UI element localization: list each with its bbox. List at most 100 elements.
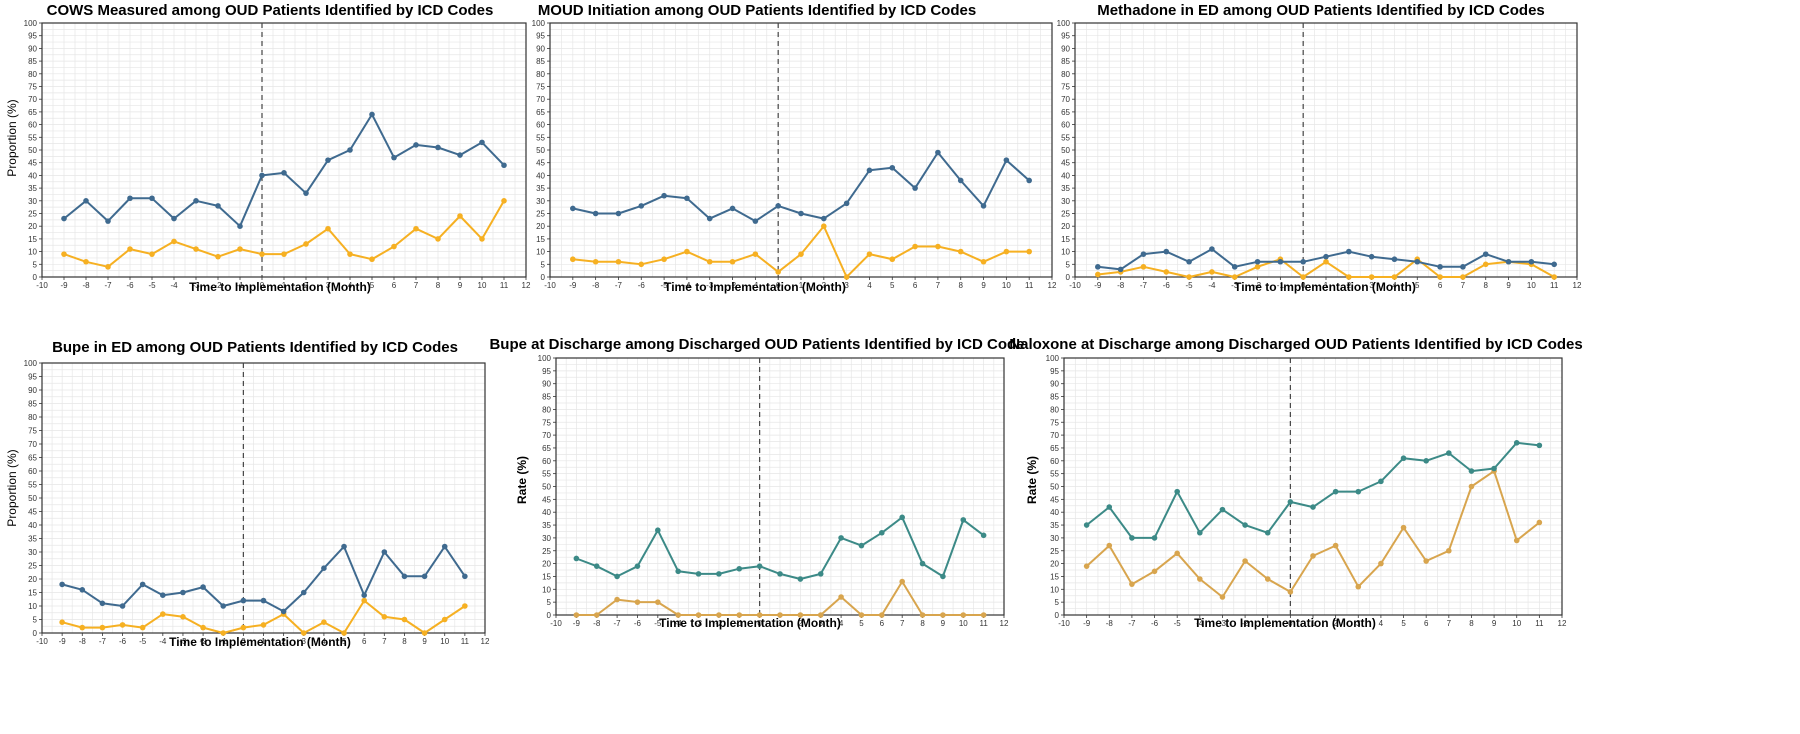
data-point-1 — [1310, 553, 1316, 559]
x-tick-label: -1 — [236, 281, 244, 290]
data-point-1 — [149, 251, 155, 257]
data-point-0 — [1186, 258, 1192, 265]
y-tick-label: 80 — [536, 70, 545, 79]
data-point-0 — [1491, 465, 1497, 472]
data-point-0 — [919, 560, 926, 567]
data-point-1 — [303, 241, 309, 247]
data-point-0 — [1346, 248, 1352, 255]
data-point-0 — [1551, 261, 1557, 268]
y-tick-label: 35 — [542, 521, 551, 530]
chart-panel-moud: 0 5 10 15 20 25 30 35 40 45 50 55 60 65 70 75 80 85 90 95 10… — [525, 0, 1115, 305]
data-point-1 — [980, 258, 987, 265]
y-tick-label: 55 — [28, 481, 37, 490]
x-tick-label: -3 — [1219, 619, 1227, 628]
data-point-1 — [1437, 274, 1443, 280]
data-point-0 — [457, 152, 463, 158]
x-tick-label: 8 — [402, 637, 407, 646]
y-tick-label: 80 — [542, 405, 551, 414]
x-tick-label: 1 — [1324, 281, 1329, 290]
data-point-0 — [684, 195, 690, 202]
x-tick-label: 7 — [1461, 281, 1466, 290]
data-point-1 — [105, 264, 111, 270]
y-tick-label: 15 — [28, 589, 37, 598]
data-point-0 — [1197, 529, 1203, 536]
data-point-1 — [736, 612, 743, 618]
x-tick-label: -9 — [573, 619, 581, 628]
data-point-0 — [838, 535, 844, 541]
y-tick-label: 95 — [1061, 32, 1070, 41]
x-tick-label: -2 — [214, 281, 222, 290]
data-point-1 — [260, 622, 267, 628]
x-tick-label: 8 — [920, 619, 925, 628]
data-point-1 — [1209, 269, 1215, 275]
data-point-0 — [79, 587, 86, 593]
data-point-0 — [381, 549, 388, 555]
y-tick-label: 55 — [536, 133, 545, 142]
data-point-0 — [240, 597, 247, 604]
data-point-1 — [1254, 264, 1261, 270]
x-tick-label: 12 — [1573, 281, 1582, 290]
x-tick-label: -5 — [1186, 281, 1194, 290]
x-tick-label: -5 — [654, 619, 662, 628]
data-point-1 — [838, 594, 844, 600]
x-tick-label: 1 — [778, 619, 783, 628]
data-point-0 — [200, 584, 206, 590]
data-point-0 — [321, 565, 327, 571]
y-tick-label: 5 — [33, 260, 38, 269]
y-tick-label: 85 — [542, 393, 551, 402]
x-tick-label: 5 — [1401, 619, 1406, 628]
x-tick-label: 10 — [1002, 281, 1011, 290]
data-point-1 — [1446, 547, 1452, 554]
data-point-0 — [391, 154, 397, 161]
x-tick-label: -3 — [706, 281, 714, 290]
x-tick-label: -10 — [36, 637, 48, 646]
data-point-0 — [149, 195, 155, 202]
data-point-1 — [614, 596, 620, 603]
y-tick-label: 20 — [1061, 222, 1070, 231]
y-tick-label: 100 — [24, 19, 38, 28]
data-point-0 — [1264, 529, 1271, 536]
data-point-0 — [798, 210, 804, 217]
y-tick-label: 35 — [28, 184, 37, 193]
data-point-1 — [321, 619, 327, 625]
y-tick-label: 25 — [1061, 210, 1070, 219]
data-point-0 — [655, 527, 661, 533]
data-point-1 — [347, 251, 353, 257]
x-tick-label: -7 — [104, 281, 112, 290]
data-point-1 — [361, 597, 367, 604]
y-tick-label: 65 — [1061, 108, 1070, 117]
data-point-0 — [817, 571, 824, 577]
data-point-1 — [1151, 568, 1158, 575]
x-tick-label: 11 — [979, 619, 988, 628]
x-tick-label: 2 — [281, 637, 286, 646]
data-point-0 — [193, 198, 199, 204]
x-tick-label: -10 — [1069, 281, 1081, 290]
y-tick-label: 45 — [28, 508, 37, 517]
data-point-1 — [1536, 519, 1543, 526]
plot-area: 0510152025303540455055606570758085909510… — [538, 354, 1009, 628]
plot-area: 0510152025303540455055606570758085909510… — [532, 19, 1057, 290]
y-tick-label: 30 — [28, 548, 37, 557]
x-tick-label: 6 — [880, 619, 885, 628]
data-point-0 — [661, 192, 667, 199]
y-tick-label: 60 — [28, 467, 37, 476]
x-tick-label: 8 — [436, 281, 441, 290]
y-tick-label: 40 — [542, 508, 551, 517]
y-tick-label: 5 — [1055, 598, 1060, 607]
x-tick-label: -9 — [60, 281, 68, 290]
y-tick-label: 20 — [28, 575, 37, 584]
y-tick-label: 5 — [33, 616, 38, 625]
y-tick-label: 50 — [1061, 146, 1070, 155]
x-tick-label: -8 — [1106, 619, 1114, 628]
x-tick-label: 7 — [1447, 619, 1452, 628]
x-tick-label: 8 — [1484, 281, 1489, 290]
y-tick-label: 55 — [1061, 133, 1070, 142]
y-tick-label: 100 — [1046, 354, 1060, 363]
x-tick-label: -5 — [1174, 619, 1182, 628]
data-point-0 — [1355, 488, 1362, 495]
y-tick-label: 40 — [1061, 171, 1070, 180]
plot-area: 0510152025303540455055606570758085909510… — [24, 359, 490, 646]
x-tick-label: -8 — [593, 619, 601, 628]
y-tick-label: 10 — [542, 585, 551, 594]
data-point-1 — [798, 251, 804, 257]
